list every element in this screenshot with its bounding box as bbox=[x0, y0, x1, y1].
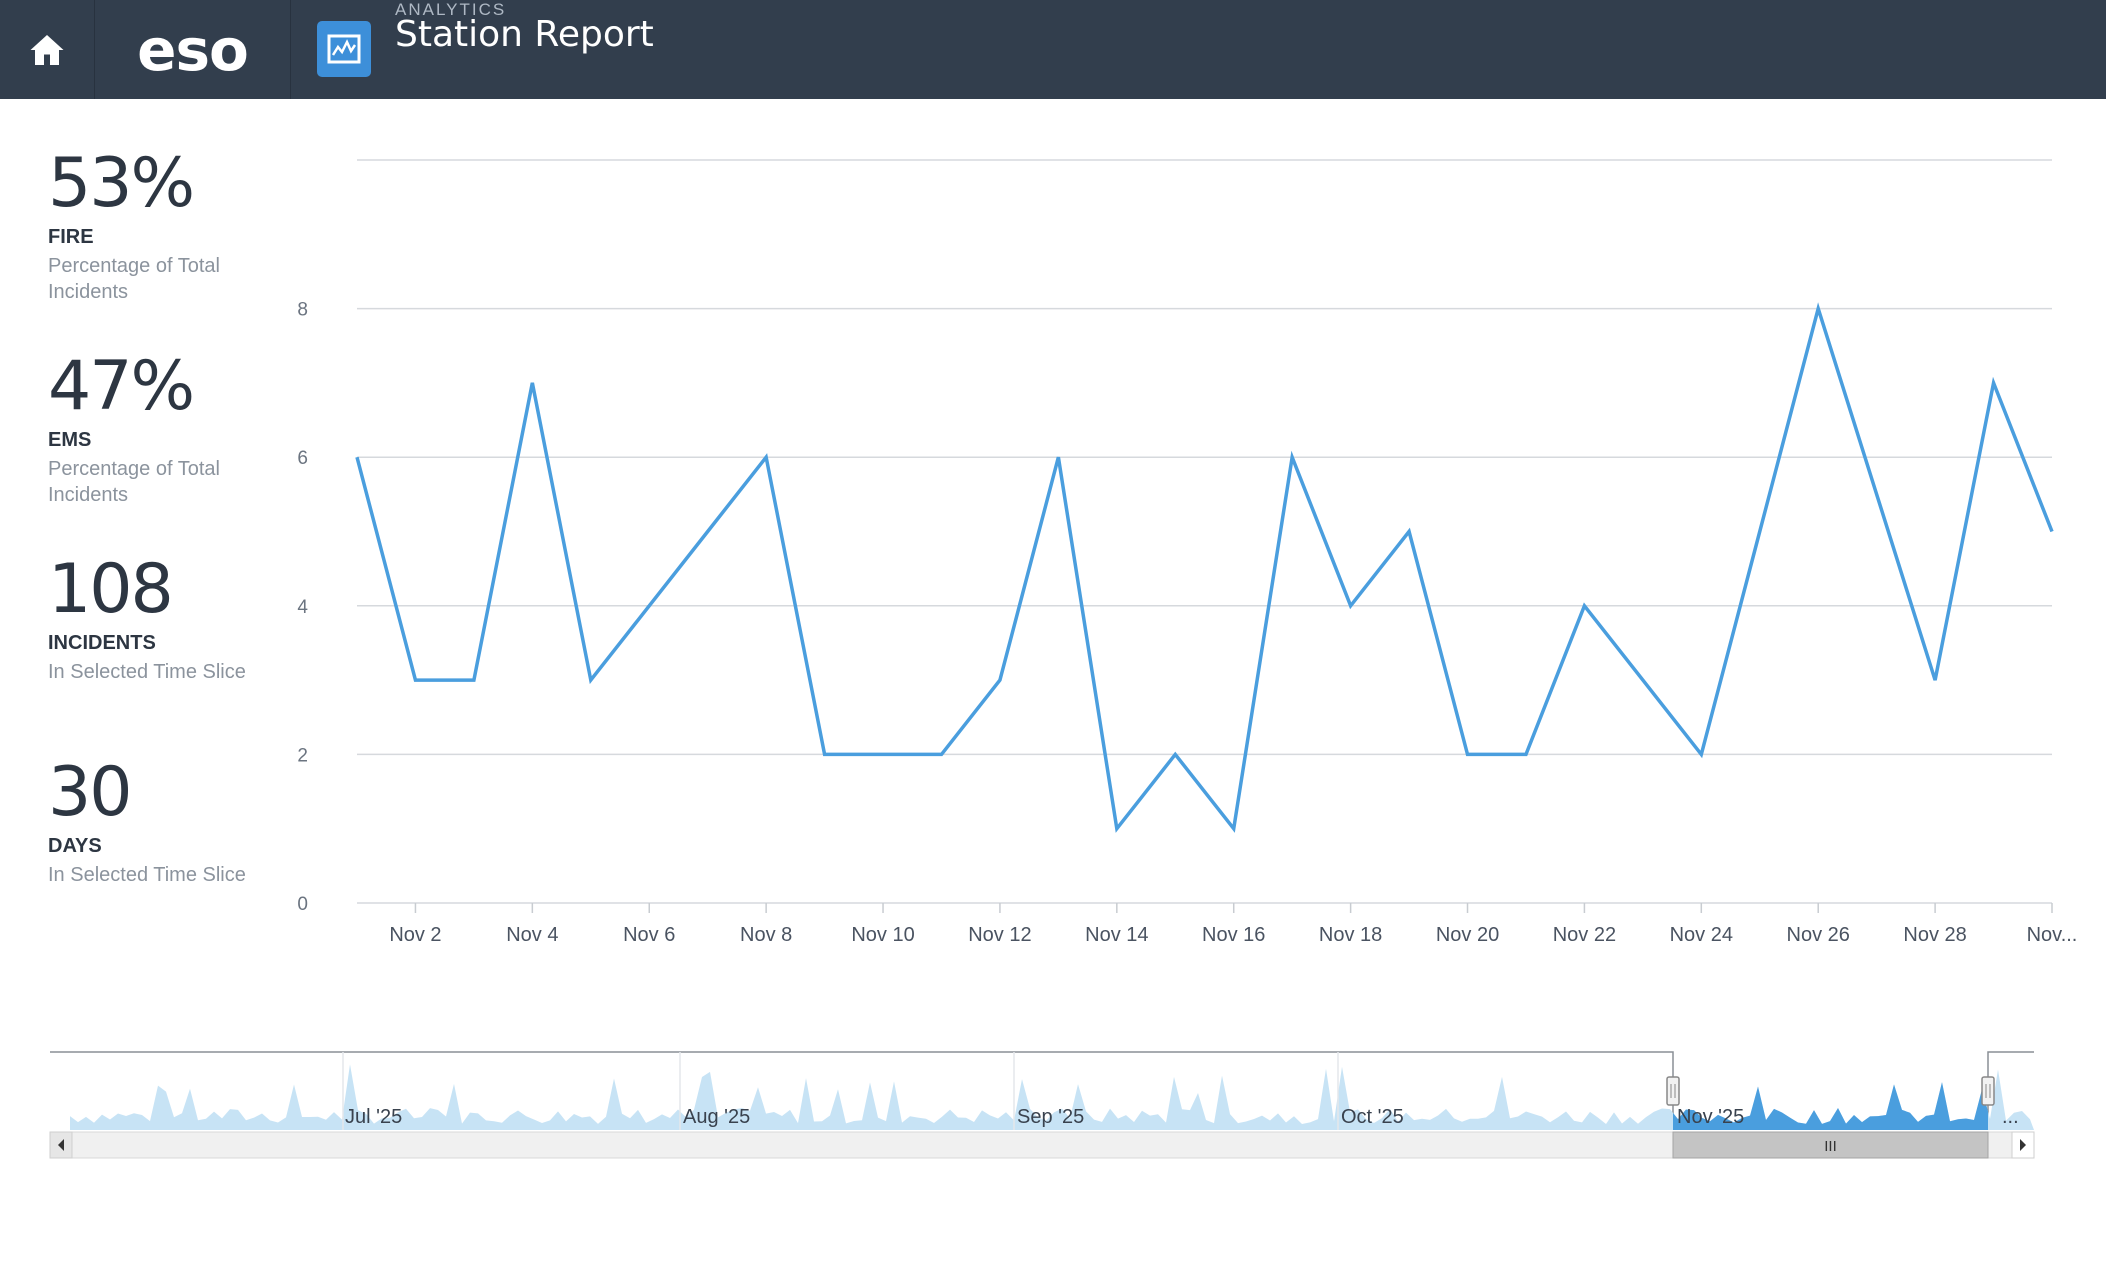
scrollbar-thumb[interactable] bbox=[1672, 1131, 1989, 1159]
data-point[interactable] bbox=[1228, 823, 1240, 835]
data-point[interactable] bbox=[1111, 823, 1123, 835]
navigator-month-label: Aug '25 bbox=[683, 1106, 750, 1128]
data-point[interactable] bbox=[1812, 303, 1824, 315]
data-point[interactable] bbox=[935, 748, 947, 760]
stat-desc: Percentage of Total Incidents bbox=[48, 458, 220, 506]
data-point[interactable] bbox=[760, 451, 772, 463]
x-tick-label: Nov 4 bbox=[506, 924, 558, 946]
stat-name: DAYS bbox=[48, 835, 102, 857]
range-handle[interactable] bbox=[1981, 1076, 1995, 1106]
stat-name: INCIDENTS bbox=[48, 632, 156, 654]
home-button[interactable] bbox=[0, 0, 95, 99]
range-handle[interactable] bbox=[1666, 1076, 1680, 1106]
x-tick-label: Nov 24 bbox=[1670, 924, 1733, 946]
data-point[interactable] bbox=[1929, 674, 1941, 686]
analytics-chart-icon bbox=[317, 21, 371, 77]
stat-desc: Percentage of Total Incidents bbox=[48, 255, 220, 303]
data-point[interactable] bbox=[877, 748, 889, 760]
data-point[interactable] bbox=[819, 748, 831, 760]
data-point[interactable] bbox=[351, 451, 363, 463]
data-point[interactable] bbox=[1462, 748, 1474, 760]
x-tick-label: Nov 16 bbox=[1202, 924, 1265, 946]
y-tick-label: 4 bbox=[297, 597, 308, 618]
x-tick-label: Nov 6 bbox=[623, 924, 675, 946]
data-point[interactable] bbox=[1754, 526, 1766, 538]
data-point[interactable] bbox=[1988, 377, 2000, 389]
stat-desc: In Selected Time Slice bbox=[48, 661, 246, 683]
data-point[interactable] bbox=[1052, 451, 1064, 463]
data-point[interactable] bbox=[468, 674, 480, 686]
data-point[interactable] bbox=[409, 674, 421, 686]
x-tick-label: Nov 18 bbox=[1319, 924, 1382, 946]
data-point[interactable] bbox=[526, 377, 538, 389]
y-tick-label: 8 bbox=[297, 300, 308, 321]
top-bar: eso ANALYTICS Station Report bbox=[0, 0, 2106, 99]
stat-value: 30 bbox=[48, 753, 133, 832]
x-tick-label: Nov... bbox=[2027, 924, 2078, 946]
navigator-month-label: Jul '25 bbox=[345, 1106, 402, 1128]
eso-logo[interactable]: eso bbox=[95, 0, 291, 99]
stat-value: 53% bbox=[48, 144, 195, 223]
data-point[interactable] bbox=[585, 674, 597, 686]
arrow-left-icon[interactable] bbox=[49, 1131, 73, 1159]
data-point[interactable] bbox=[994, 674, 1006, 686]
data-point[interactable] bbox=[1637, 674, 1649, 686]
data-point[interactable] bbox=[1520, 748, 1532, 760]
y-tick-label: 6 bbox=[297, 448, 308, 469]
arrow-right-icon[interactable] bbox=[2011, 1131, 2035, 1159]
stat-desc: In Selected Time Slice bbox=[48, 864, 246, 886]
data-point[interactable] bbox=[1871, 488, 1883, 500]
data-point[interactable] bbox=[1345, 600, 1357, 612]
data-point[interactable] bbox=[1578, 600, 1590, 612]
data-point[interactable] bbox=[702, 526, 714, 538]
stat-ems: 47% EMS Percentage of Total Incidents bbox=[48, 353, 248, 508]
scrollbar-grip: III bbox=[1824, 1138, 1837, 1155]
data-point[interactable] bbox=[2046, 526, 2058, 538]
x-tick-label: Nov 10 bbox=[851, 924, 914, 946]
stat-name: FIRE bbox=[48, 226, 94, 248]
x-tick-label: Nov 20 bbox=[1436, 924, 1499, 946]
stat-name: EMS bbox=[48, 429, 92, 451]
navigator-selected-area bbox=[1673, 1082, 1988, 1130]
navigator-month-label: Oct '25 bbox=[1341, 1106, 1404, 1128]
stat-days: 30 DAYS In Selected Time Slice bbox=[48, 759, 248, 888]
stat-value: 47% bbox=[48, 347, 195, 426]
x-tick-label: Nov 2 bbox=[389, 924, 441, 946]
y-tick-label: 2 bbox=[297, 745, 308, 766]
time-navigator[interactable]: Jul '25 Aug '25 Sep '25 Oct '25 Nov '25 ... II… bbox=[0, 1040, 2106, 1170]
navigator-month-label: ... bbox=[2002, 1106, 2019, 1128]
y-tick-label: 0 bbox=[297, 894, 308, 915]
stat-fire: 53% FIRE Percentage of Total Incidents bbox=[48, 150, 248, 305]
stat-incidents: 108 INCIDENTS In Selected Time Slice bbox=[48, 556, 248, 685]
data-point[interactable] bbox=[1403, 526, 1415, 538]
home-icon bbox=[30, 34, 64, 65]
incidents-line-chart[interactable]: 0 2 4 6 8 Nov 2 Nov 4 Nov 6 Nov 8 Nov 10 Nov 12 Nov… bbox=[0, 0, 2106, 960]
stat-value: 108 bbox=[48, 550, 174, 629]
data-point[interactable] bbox=[1286, 451, 1298, 463]
data-point[interactable] bbox=[1169, 748, 1181, 760]
section-label: ANALYTICS bbox=[395, 0, 507, 19]
data-point[interactable] bbox=[643, 600, 655, 612]
x-tick-label: Nov 28 bbox=[1903, 924, 1966, 946]
navigator-month-label: Nov '25 bbox=[1677, 1106, 1744, 1128]
page-title: Station Report bbox=[395, 14, 654, 55]
x-tick-label: Nov 22 bbox=[1553, 924, 1616, 946]
x-tick-label: Nov 14 bbox=[1085, 924, 1148, 946]
x-tick-label: Nov 26 bbox=[1787, 924, 1850, 946]
x-tick-label: Nov 8 bbox=[740, 924, 792, 946]
x-tick-label: Nov 12 bbox=[968, 924, 1031, 946]
data-point[interactable] bbox=[1695, 748, 1707, 760]
navigator-month-label: Sep '25 bbox=[1017, 1106, 1084, 1128]
series-line[interactable] bbox=[355, 302, 2054, 833]
